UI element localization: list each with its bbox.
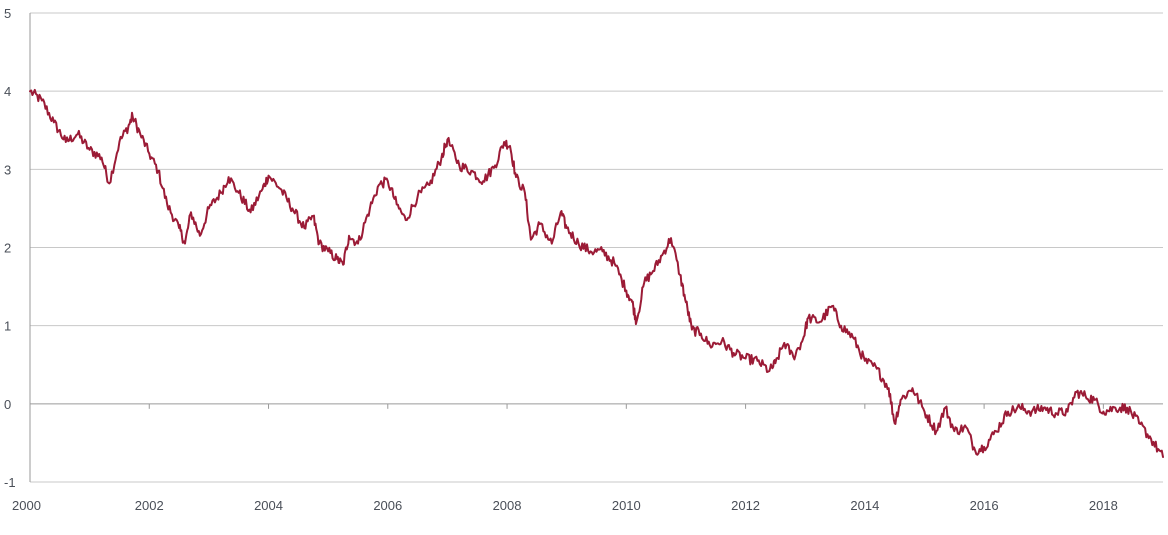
x-tick-label: 2002 <box>135 498 164 513</box>
x-tick-label: 2006 <box>373 498 402 513</box>
y-tick-label: 5 <box>4 6 11 21</box>
y-tick-label: 0 <box>4 397 11 412</box>
x-tick-label: 2000 <box>12 498 41 513</box>
x-axis-tick-labels: 2000 2002 2004 2006 2008 2010 2012 2014 2016 2018 <box>12 498 1118 513</box>
y-tick-label: 1 <box>4 319 11 334</box>
y-tick-label: -1 <box>4 475 16 490</box>
x-tick-label: 2008 <box>493 498 522 513</box>
y-tick-label: 2 <box>4 241 11 256</box>
series-layer <box>29 88 1164 458</box>
x-tick-label: 2004 <box>254 498 283 513</box>
y-tick-label: 3 <box>4 162 11 177</box>
x-tick-label: 2018 <box>1089 498 1118 513</box>
series-line <box>29 88 1164 458</box>
x-tick-label: 2014 <box>850 498 879 513</box>
x-tick-label: 2012 <box>731 498 760 513</box>
x-tick-label: 2016 <box>970 498 999 513</box>
grid-lines <box>30 12 1163 483</box>
y-tick-label: 4 <box>4 84 11 99</box>
x-tick-label: 2010 <box>612 498 641 513</box>
y-axis-tick-labels: 5 4 3 2 1 0 -1 <box>4 6 16 490</box>
